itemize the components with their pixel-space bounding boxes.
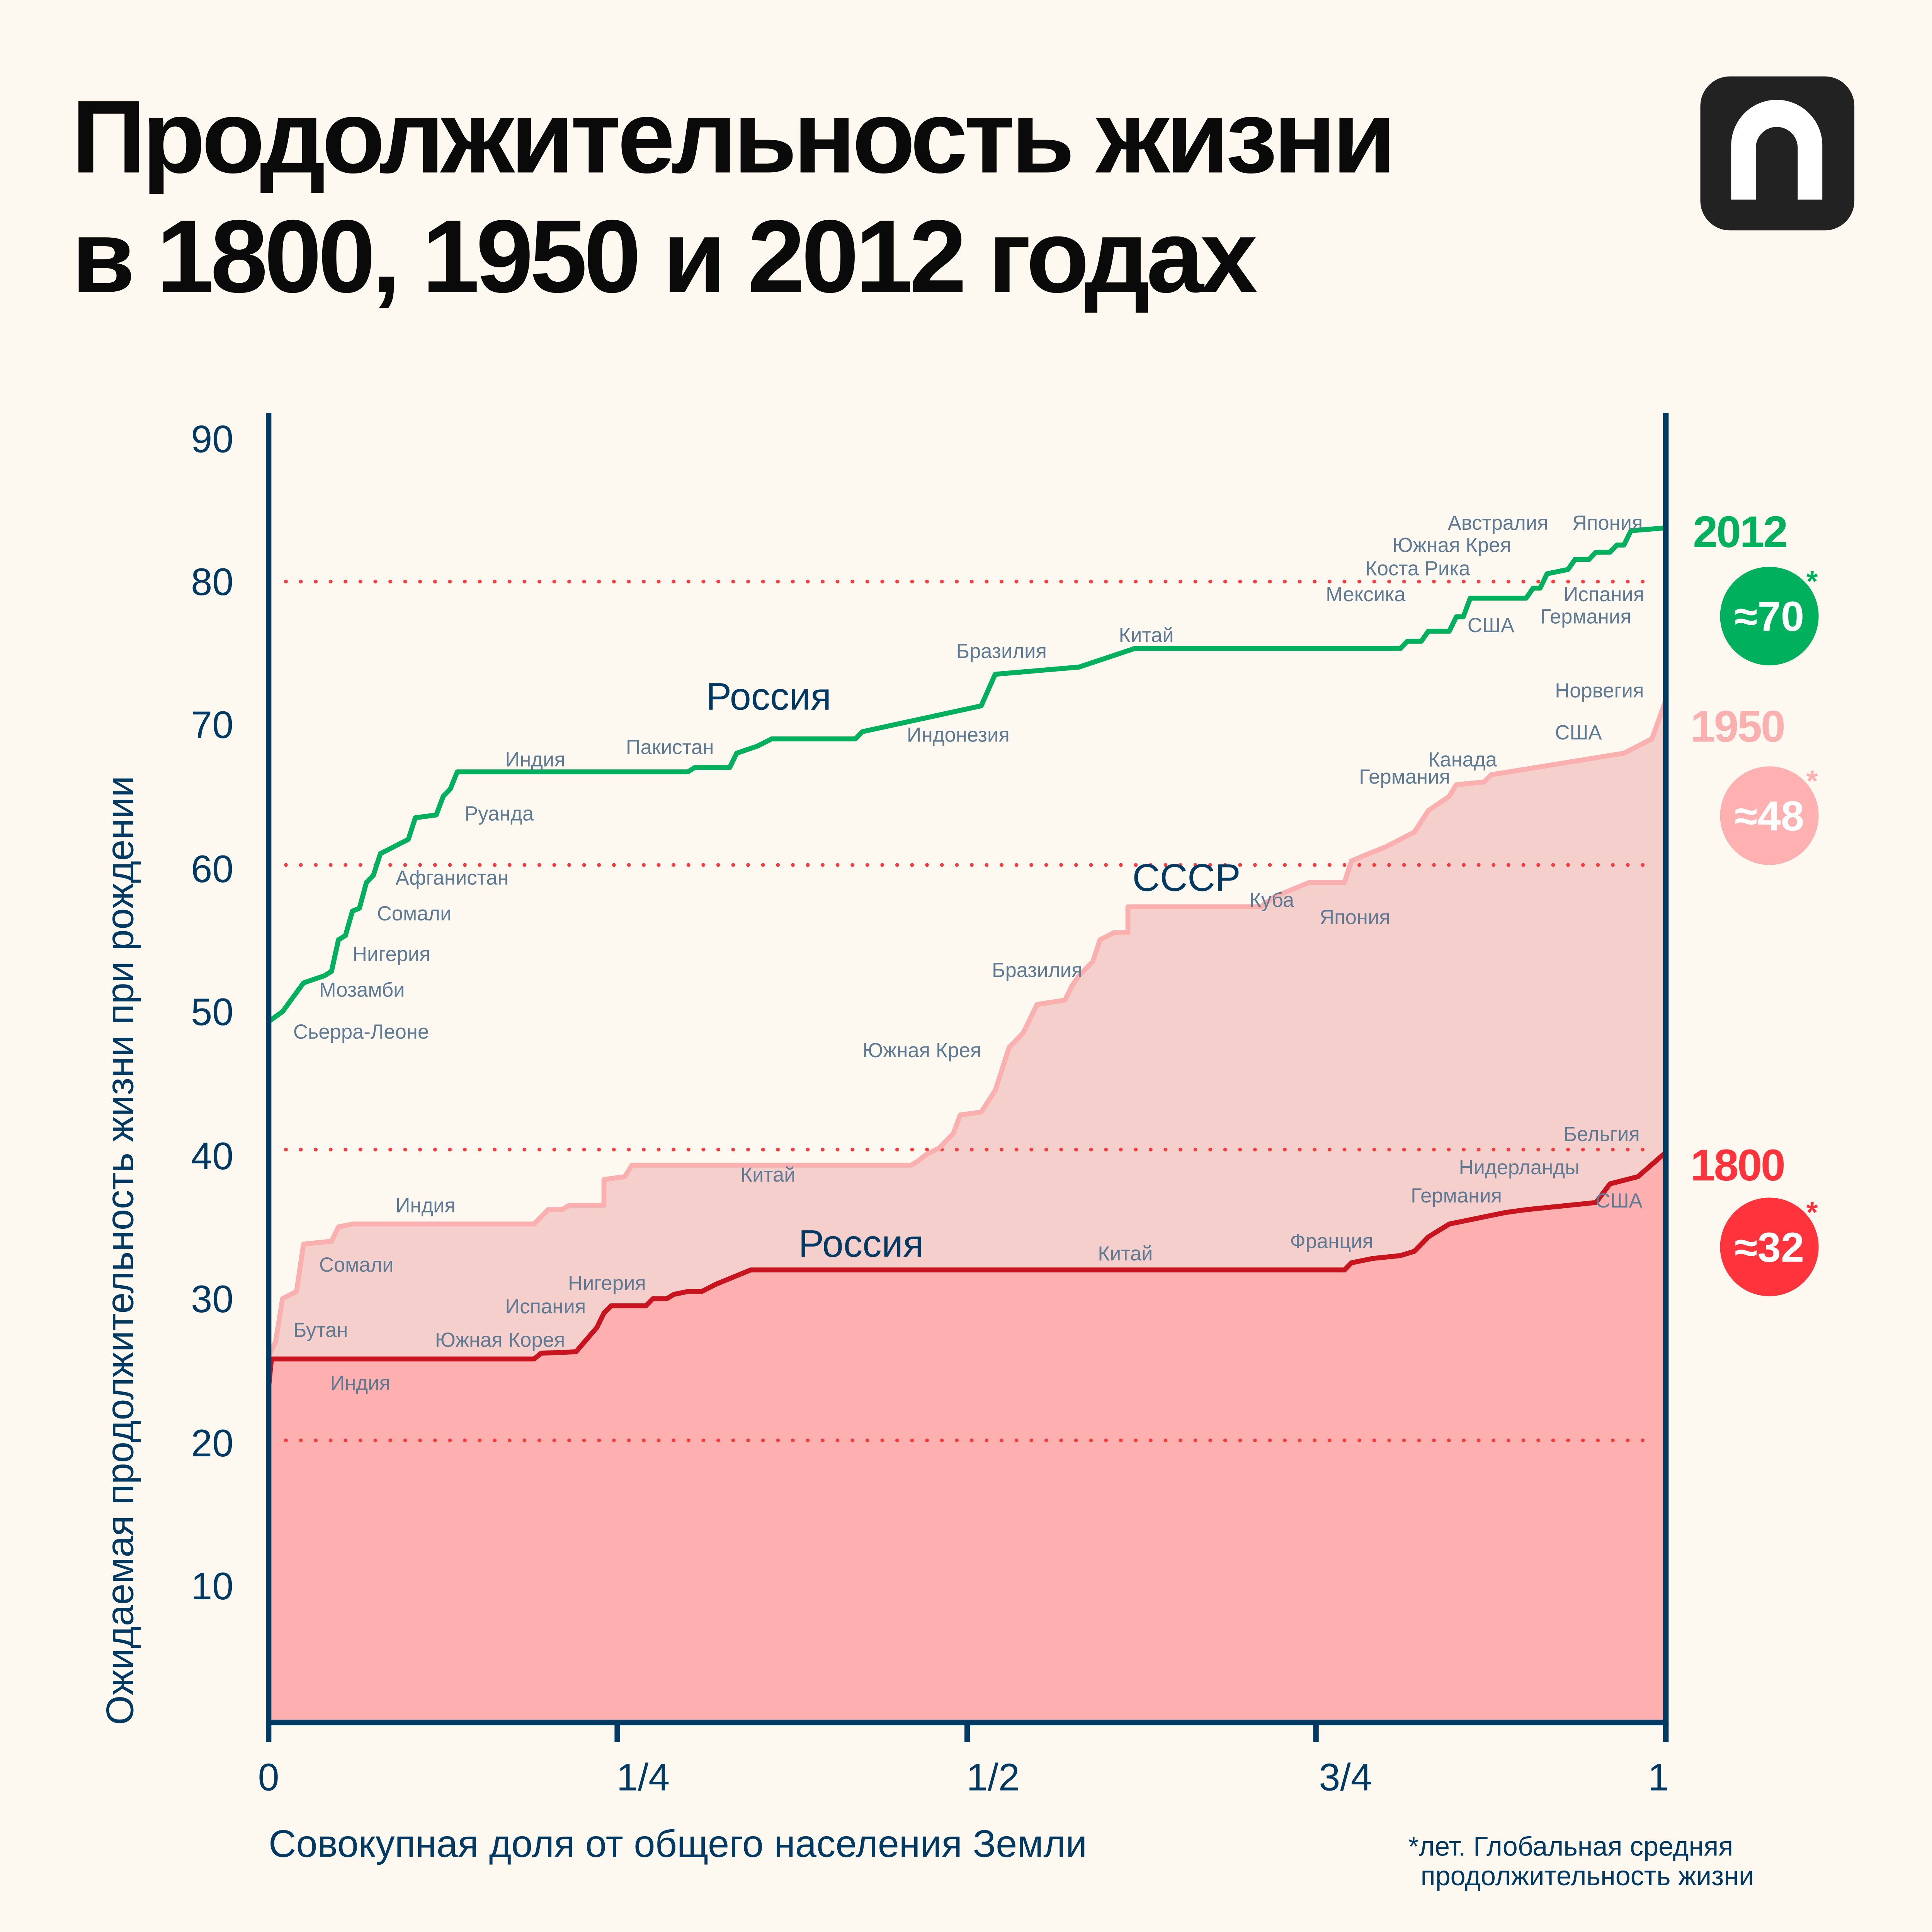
country-label: Германия: [1359, 765, 1450, 788]
y-tick-label: 90: [191, 418, 233, 460]
country-label: Япония: [1572, 512, 1643, 534]
country-label-major: Россия: [798, 1223, 923, 1265]
area-1800: [269, 1152, 1666, 1723]
series-line-2012: [267, 525, 1666, 1024]
badge-1950: [1720, 766, 1819, 865]
y-axis-label: Ожидаемая продолжительность жизни при ро…: [99, 776, 141, 1725]
footnote-line-2: продолжительность жизни: [1421, 1861, 1754, 1891]
y-tick-label: 10: [191, 1565, 233, 1607]
badge-1800: [1720, 1197, 1819, 1296]
x-tick-label: 1/4: [617, 1756, 670, 1798]
legend-1800: 1800: [1690, 1141, 1784, 1190]
country-label: Бутан: [293, 1319, 348, 1342]
country-label: Испания: [1564, 583, 1645, 606]
country-label: Нидерланды: [1459, 1156, 1580, 1179]
n-logo-icon: [1700, 76, 1855, 231]
country-label-major: Россия: [706, 675, 831, 718]
country-label: США: [1595, 1189, 1642, 1212]
country-label: Южная Корея: [435, 1328, 565, 1351]
y-tick-label: 80: [191, 561, 233, 603]
x-tick-label: 1: [1648, 1756, 1669, 1798]
labels-1800: Индия Южная Корея Испания Нигерия Россия…: [330, 1123, 1643, 1395]
asterisk: *: [1806, 765, 1818, 798]
title-line-2: в 1800, 1950 и 2012 годах: [71, 199, 1259, 314]
gridlines: [284, 580, 1659, 1442]
asterisk: *: [1806, 565, 1818, 598]
labels-1950: Норвегия США Канада Германия СССР Куба Я…: [293, 679, 1644, 1342]
country-label: Япония: [1320, 906, 1390, 929]
country-label: Афганистан: [396, 867, 509, 889]
country-label: Пакистан: [626, 736, 714, 759]
x-tick-labels: 0 1/4 1/2 3/4 1: [258, 1756, 1669, 1798]
y-tick-labels: 10 20 30 40 50 60 70 80 90: [191, 418, 233, 1607]
x-axis-label: Совокупная доля от общего населения Земл…: [269, 1822, 1087, 1865]
legend-1950: 1950: [1690, 702, 1784, 752]
country-label: Норвегия: [1555, 679, 1644, 702]
series-line-1800: [266, 1150, 1668, 1388]
average-2012: ≈70: [1735, 593, 1804, 640]
country-label: Индия: [330, 1372, 390, 1395]
country-label: Коста Рика: [1365, 557, 1470, 580]
country-label: Индия: [396, 1194, 456, 1217]
asterisk: *: [1806, 1196, 1818, 1229]
country-label: Южная Крея: [1392, 534, 1511, 557]
average-1950: ≈48: [1735, 793, 1804, 839]
country-label: Сомали: [377, 902, 452, 925]
legend-2012: 2012: [1693, 507, 1787, 557]
country-label: Куба: [1249, 889, 1294, 912]
country-label: Испания: [505, 1295, 586, 1318]
country-label: Германия: [1411, 1184, 1502, 1207]
y-tick-label: 60: [191, 848, 233, 890]
country-label: Бельгия: [1564, 1123, 1640, 1146]
country-label: Индонезия: [907, 724, 1010, 747]
x-tick-label: 3/4: [1319, 1756, 1372, 1798]
country-label: Бразилия: [992, 959, 1083, 982]
x-tick-label: 0: [258, 1756, 279, 1798]
axes: [265, 413, 1669, 1742]
country-label: Бразилия: [956, 640, 1047, 663]
country-label: Сьерра-Леоне: [293, 1020, 429, 1043]
title-line-1: Продолжительность жизни: [71, 79, 1392, 195]
country-label: Нигерия: [568, 1272, 646, 1295]
country-label: США: [1468, 614, 1514, 637]
country-label: Индия: [505, 748, 565, 771]
country-label: Китай: [740, 1163, 795, 1186]
y-tick-label: 70: [191, 704, 233, 746]
y-tick-label: 40: [191, 1135, 233, 1177]
average-1800: ≈32: [1735, 1224, 1804, 1270]
country-label: Южная Крея: [862, 1039, 981, 1062]
country-label: Германия: [1540, 605, 1631, 628]
country-label: Австралия: [1448, 512, 1548, 534]
country-label: США: [1555, 721, 1602, 744]
badge-2012: [1720, 566, 1819, 665]
country-label: Мексика: [1326, 583, 1406, 606]
country-label: Канада: [1428, 748, 1497, 771]
country-label: Китай: [1098, 1242, 1153, 1265]
x-tick-label: 1/2: [966, 1756, 1019, 1798]
y-tick-label: 20: [191, 1422, 233, 1464]
country-label: Нигерия: [352, 943, 430, 966]
series-line-1950: [266, 699, 1668, 1357]
y-tick-label: 50: [191, 991, 233, 1033]
country-label: Сомали: [319, 1253, 394, 1276]
country-label: Китай: [1119, 624, 1173, 646]
country-label: Франция: [1290, 1230, 1374, 1253]
footnote-line-1: *лет. Глобальная средняя: [1408, 1831, 1733, 1861]
labels-2012: Сьерра-Леоне Мозамби Нигерия Сомали Афга…: [293, 512, 1644, 1043]
country-label-major: СССР: [1132, 856, 1240, 899]
y-tick-label: 30: [191, 1278, 233, 1320]
country-label: Мозамби: [319, 979, 405, 1002]
country-label: Руанда: [464, 803, 534, 825]
